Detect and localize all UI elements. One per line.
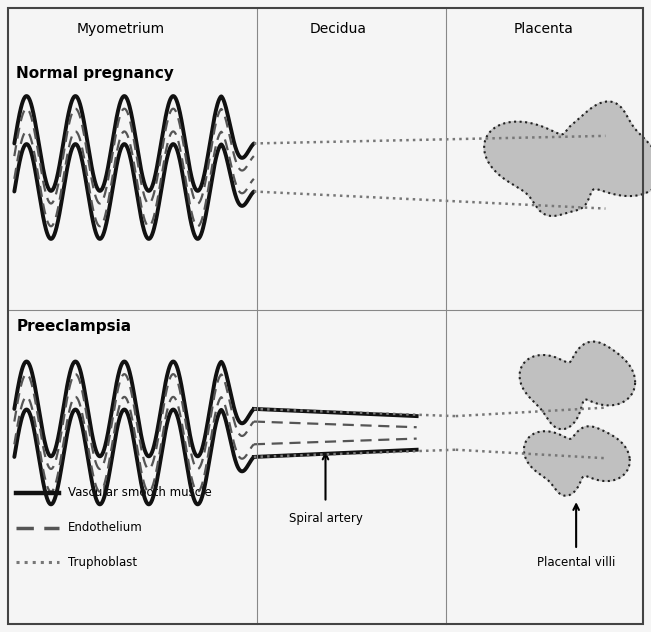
Text: Myometrium: Myometrium — [76, 22, 165, 36]
Text: Normal pregnancy: Normal pregnancy — [16, 66, 174, 82]
Polygon shape — [519, 341, 635, 429]
Text: Decidua: Decidua — [310, 22, 367, 36]
Text: Spiral artery: Spiral artery — [288, 512, 363, 525]
Text: Truphoblast: Truphoblast — [68, 556, 137, 569]
Polygon shape — [484, 102, 651, 216]
Text: Placenta: Placenta — [514, 22, 574, 36]
Text: Preeclampsia: Preeclampsia — [16, 319, 132, 334]
Polygon shape — [524, 427, 630, 495]
Text: Endothelium: Endothelium — [68, 521, 143, 534]
Text: Vascular smooth muscle: Vascular smooth muscle — [68, 487, 212, 499]
Text: Placental villi: Placental villi — [537, 556, 615, 569]
